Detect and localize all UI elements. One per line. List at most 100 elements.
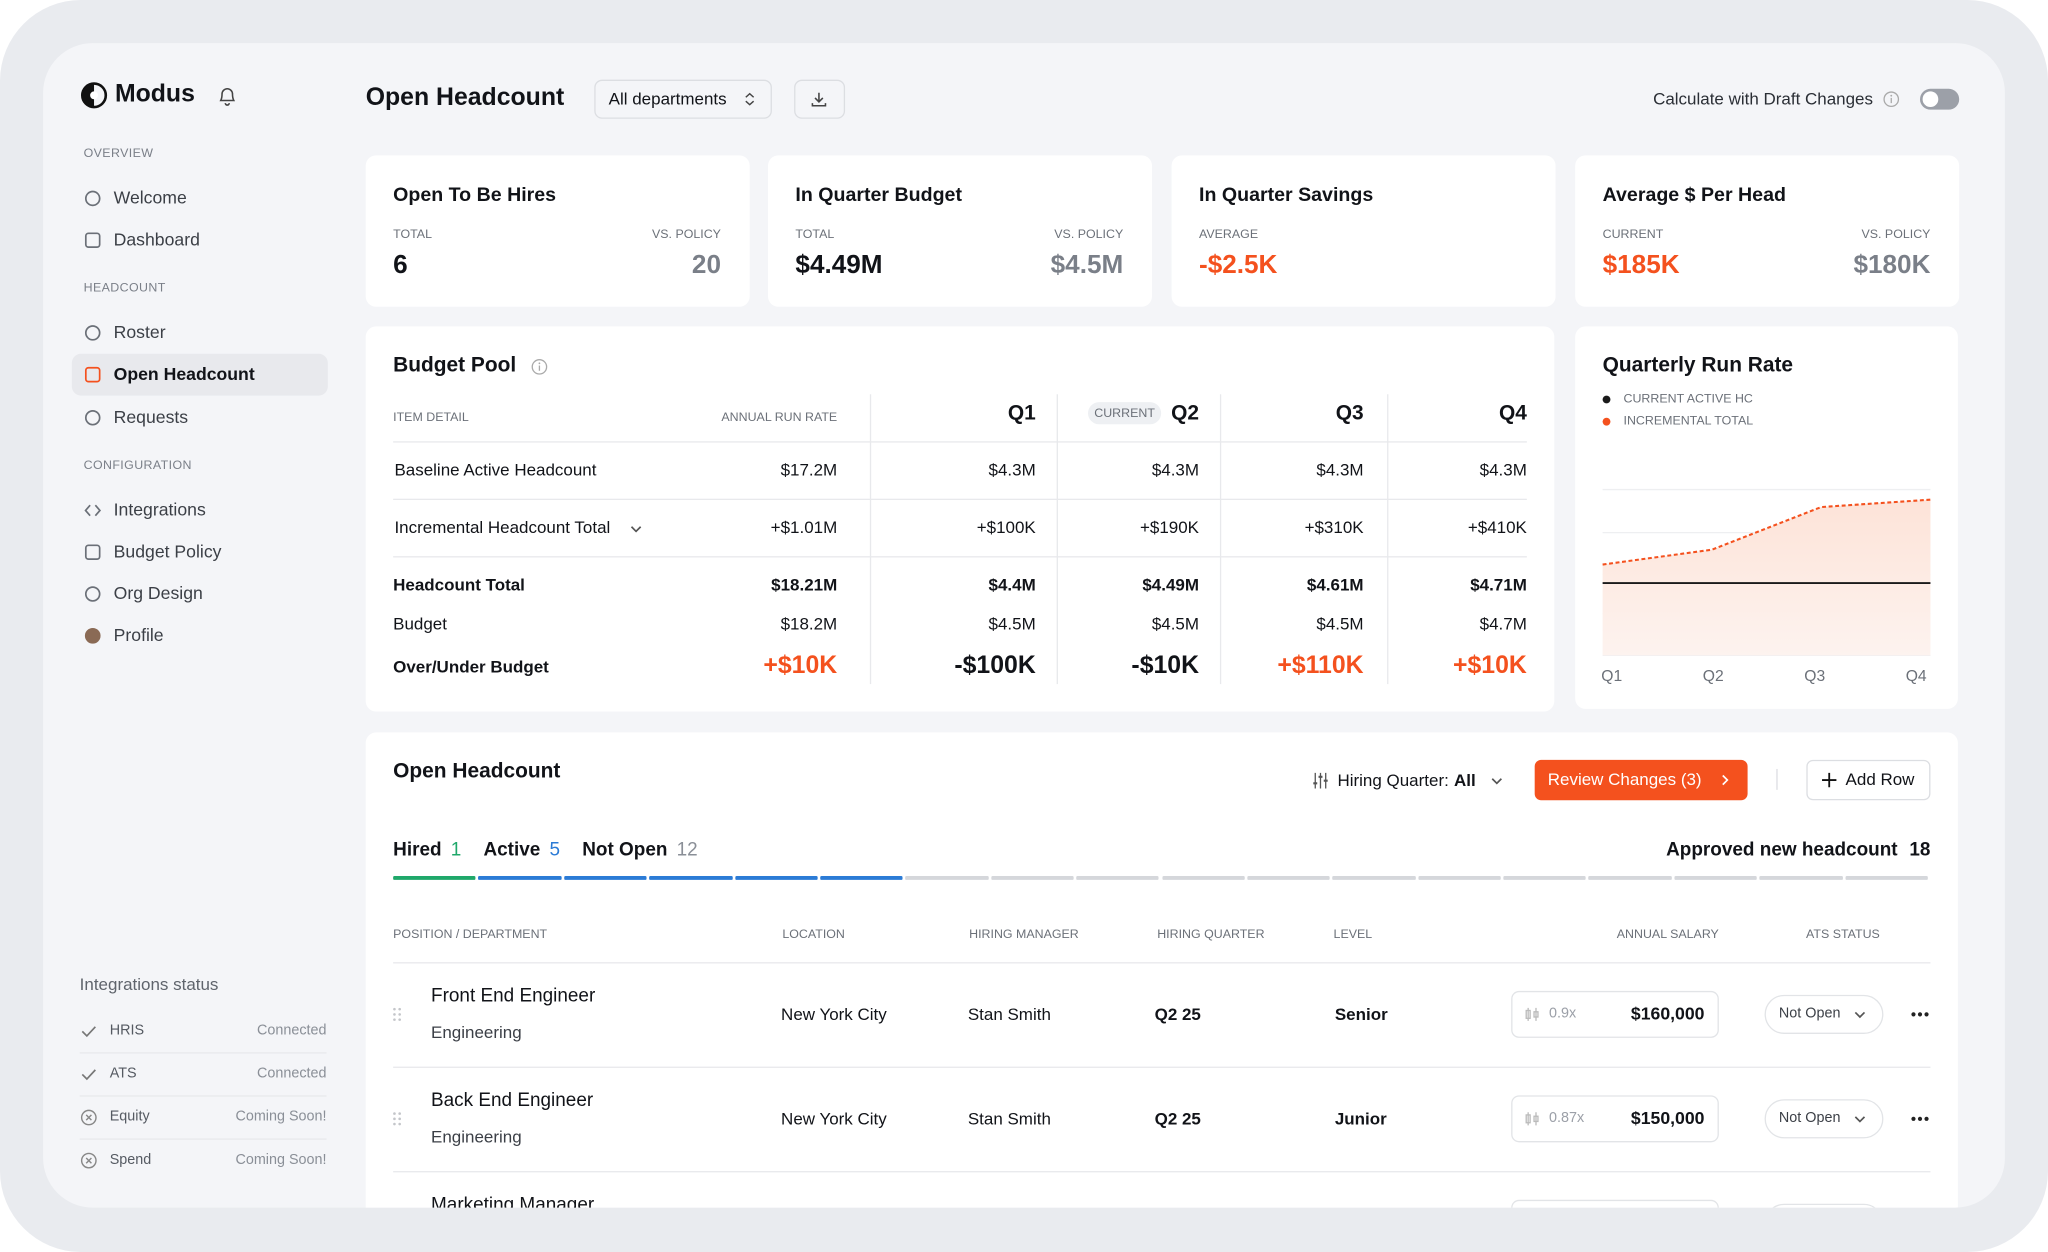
salary: $150,000 (1630, 1108, 1705, 1128)
kpi-title: In Quarter Budget (795, 184, 962, 207)
status-dropdown[interactable] (1764, 994, 1884, 1034)
x-tick-label: Q4 (1905, 666, 1927, 686)
nav-item[interactable]: Welcome (113, 187, 187, 208)
nav-item[interactable]: Requests (113, 407, 189, 427)
progress-segment (1588, 876, 1672, 880)
salary-field[interactable] (1511, 1199, 1719, 1208)
cell-value: $4.7M (1479, 613, 1527, 634)
position: Back End Engineer (431, 1090, 594, 1112)
tab-count: 1 (450, 839, 462, 861)
tab-label[interactable]: Hired (393, 839, 442, 861)
salary-field[interactable] (1511, 1095, 1719, 1143)
divider (79, 1052, 327, 1054)
progress-segment (1161, 876, 1245, 880)
divider (1776, 768, 1778, 790)
kpi-label: VS. POLICY (651, 227, 721, 242)
cell-value: $17.2M (780, 459, 838, 480)
tab-label[interactable]: Active (483, 839, 541, 861)
integration-status: Coming Soon! (235, 1152, 327, 1168)
review-button[interactable] (1534, 759, 1748, 801)
divider (79, 1138, 327, 1140)
nav-item[interactable]: Budget Policy (113, 541, 222, 562)
plus-icon (1821, 772, 1836, 787)
integration-name: ATS (109, 1065, 137, 1082)
row-label: Over/Under Budget (393, 656, 549, 677)
legend-label: CURRENT ACTIVE HC (1623, 392, 1753, 407)
add-row-button[interactable] (1806, 759, 1931, 801)
integration-name: Spend (109, 1152, 152, 1168)
department: Engineering (431, 1022, 522, 1043)
chevron (630, 525, 642, 532)
cell-value: -$100K (954, 652, 1036, 680)
column-header: ITEM DETAIL (393, 410, 469, 425)
filter-value: All (1454, 770, 1476, 791)
kpi-label: TOTAL (795, 227, 835, 242)
salary-field[interactable] (1511, 990, 1719, 1038)
x-tick-label: Q3 (1804, 666, 1826, 686)
toggle-label: Calculate with Draft Changes (1653, 89, 1873, 109)
tab-label[interactable]: Not Open (582, 839, 668, 861)
cell-value: -$10K (1131, 652, 1200, 680)
column-divider (1219, 394, 1222, 685)
nav-section-title: OVERVIEW (83, 146, 154, 161)
add-row-label: Add Row (1845, 769, 1915, 789)
cell-value: $4.5M (1151, 613, 1200, 634)
filter-label: Hiring Quarter: (1337, 770, 1449, 791)
location: New York City (781, 1108, 887, 1129)
column-header: Q2 (1171, 402, 1200, 425)
department-dropdown[interactable] (594, 79, 772, 119)
kpi-label: CURRENT (1602, 227, 1664, 242)
nav-item[interactable]: Roster (113, 322, 166, 342)
kpi-value: 6 (393, 250, 408, 280)
progress-segment (1845, 876, 1928, 880)
nav-item[interactable]: Integrations (113, 499, 206, 520)
info-icon (1883, 91, 1900, 108)
filter-icon (1313, 772, 1328, 789)
legend-label: INCREMENTAL TOTAL (1623, 414, 1754, 429)
nav-item[interactable]: Dashboard (113, 229, 200, 250)
progress-segment (563, 876, 647, 880)
dropdown-value: All departments (608, 89, 727, 109)
kpi-card (767, 155, 1152, 307)
card-title: Budget Pool (393, 354, 517, 377)
nav-icon (84, 325, 101, 341)
status-tabs: Hired 1 Active 5 Not Open 12 (393, 840, 720, 863)
kpi-title: Open To Be Hires (393, 184, 557, 207)
column-divider (1387, 394, 1389, 685)
cell-value: $4.3M (1151, 459, 1200, 480)
download-button[interactable] (794, 79, 846, 119)
row-divider (393, 441, 1527, 443)
progress-segment (820, 876, 903, 880)
cell-value: $4.49M (1142, 574, 1200, 595)
quarter-filter[interactable]: Hiring Quarter: All (1337, 771, 1475, 791)
x-tick-label: Q1 (1601, 666, 1623, 686)
row-label: Budget (393, 613, 447, 634)
progress-segment (393, 876, 476, 880)
app-content: Modus OVERVIEW Welcome Dashboard HEADCOUNT Ro… (43, 43, 2005, 1208)
row-divider (393, 962, 1931, 964)
cell-value: +$10K (1453, 652, 1527, 680)
multiplier-icon (1525, 1112, 1539, 1126)
integration-status: Coming Soon! (235, 1108, 327, 1125)
nav-item[interactable]: Profile (113, 625, 164, 645)
kpi-card (1575, 155, 1960, 307)
cell-value: +$110K (1277, 652, 1364, 680)
status-dropdown[interactable] (1764, 1203, 1884, 1208)
progress-segment (649, 876, 733, 880)
multiplier: 0.87x (1549, 1110, 1585, 1126)
status-icon (81, 1026, 96, 1038)
kpi-card (1171, 155, 1556, 307)
legend-dot (1602, 395, 1611, 404)
table-card (365, 732, 1958, 1208)
hiring-manager: Stan Smith (967, 1004, 1051, 1024)
nav-item[interactable]: Open Headcount (113, 364, 255, 384)
ats-status: Not Open (1778, 1110, 1841, 1126)
nav-item[interactable]: Org Design (113, 583, 203, 604)
cell-value: $4.5M (988, 613, 1036, 634)
status-dropdown[interactable] (1764, 1099, 1884, 1139)
nav-section-title: CONFIGURATION (83, 458, 192, 473)
position: Marketing Manager (431, 1194, 595, 1208)
review-button-label: Review Changes (3) (1547, 769, 1702, 789)
row-menu (1911, 1116, 1929, 1121)
